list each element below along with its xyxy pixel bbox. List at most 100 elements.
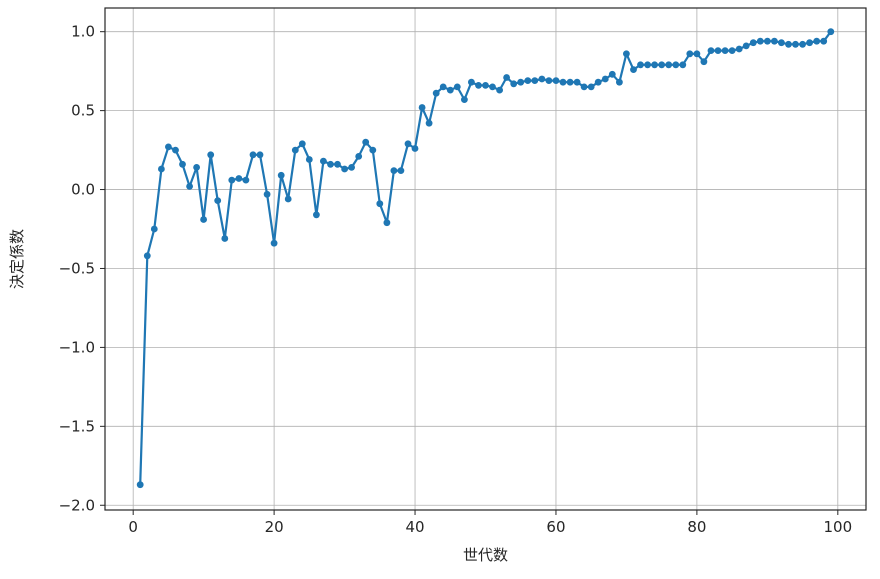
grid [105, 8, 866, 510]
data-point [573, 78, 581, 86]
data-point [735, 45, 743, 53]
data-point [475, 82, 482, 89]
data-point [594, 78, 602, 86]
data-point [580, 83, 588, 91]
data-point [432, 89, 440, 97]
data-point [714, 47, 722, 54]
data-point [517, 78, 525, 86]
data-point [608, 70, 616, 78]
data-point [214, 197, 222, 205]
x-tick-label: 40 [405, 518, 424, 536]
data-point [468, 78, 475, 86]
data-point [355, 153, 363, 160]
data-point [320, 157, 327, 165]
data-point [489, 83, 496, 91]
data-point [813, 37, 821, 45]
y-tick-label: 1.0 [71, 23, 95, 41]
data-point [566, 78, 574, 86]
data-point [461, 96, 468, 103]
data-point [186, 183, 194, 190]
data-point [510, 80, 518, 88]
y-tick-label: −2.0 [59, 496, 95, 514]
data-point [651, 61, 658, 69]
data-point [545, 77, 553, 84]
data-point [658, 61, 666, 69]
data-point [587, 83, 595, 91]
data-point [376, 200, 384, 208]
data-point [721, 47, 729, 54]
data-point [446, 86, 454, 94]
data-point [637, 61, 644, 69]
data-point [778, 39, 785, 47]
data-point [242, 176, 250, 184]
data-point [313, 211, 320, 219]
data-point [756, 37, 764, 45]
axis-ticks: 0 20 40 60 80 100 −2.0 −1.5 −1.0 −0.5 0.0 0.5 1.0 [59, 23, 853, 536]
x-tick-label: 60 [546, 518, 565, 536]
data-point [172, 146, 179, 154]
data-point [165, 143, 172, 151]
data-point [284, 195, 292, 203]
data-point [425, 119, 433, 127]
data-point [538, 75, 546, 83]
data-point [390, 167, 398, 175]
data-point [453, 83, 461, 91]
data-point [207, 151, 215, 159]
data-point [630, 66, 637, 73]
data-point [496, 86, 503, 94]
y-tick-label: 0.0 [71, 181, 95, 199]
data-point [552, 77, 560, 84]
data-point [298, 140, 306, 148]
data-point [348, 164, 355, 171]
x-tick-label: 100 [823, 518, 852, 536]
data-point [601, 75, 609, 83]
data-point [806, 39, 813, 47]
x-tick-label: 0 [128, 518, 138, 536]
data-point [341, 165, 348, 173]
data-point [686, 50, 694, 58]
data-point [616, 78, 623, 86]
data-point [672, 61, 680, 69]
data-point [150, 225, 158, 233]
data-point [397, 167, 405, 175]
data-point [256, 151, 264, 159]
y-tick-label: 0.5 [71, 102, 95, 120]
data-point [728, 47, 736, 54]
data-point [524, 77, 532, 84]
data-point [679, 61, 687, 69]
data-point [482, 82, 489, 89]
data-point [228, 176, 236, 184]
data-point [193, 164, 201, 171]
data-point [665, 61, 673, 69]
data-point [531, 77, 539, 84]
data-point [291, 146, 299, 154]
data-point [799, 40, 806, 48]
data-point [305, 156, 313, 163]
data-point [263, 190, 271, 198]
data-point [827, 28, 835, 36]
data-point [439, 83, 447, 91]
data-point [771, 37, 778, 45]
data-point [270, 239, 278, 247]
data-point [327, 160, 334, 168]
data-point [742, 42, 750, 50]
data-point [249, 151, 257, 159]
data-point [136, 481, 144, 489]
data-point [707, 47, 715, 54]
data-point [418, 104, 426, 111]
y-tick-label: −1.0 [59, 338, 95, 356]
y-tick-label: −1.5 [59, 417, 95, 435]
data-point [820, 37, 828, 45]
data-point [785, 40, 792, 48]
data-point [411, 145, 419, 152]
data-point [143, 252, 151, 260]
data-point [362, 138, 370, 146]
data-point [623, 50, 630, 58]
data-point [200, 216, 208, 223]
x-tick-label: 20 [265, 518, 284, 536]
data-point [792, 40, 799, 48]
y-tick-label: −0.5 [59, 259, 95, 277]
x-tick-label: 80 [687, 518, 706, 536]
data-point [383, 219, 391, 227]
